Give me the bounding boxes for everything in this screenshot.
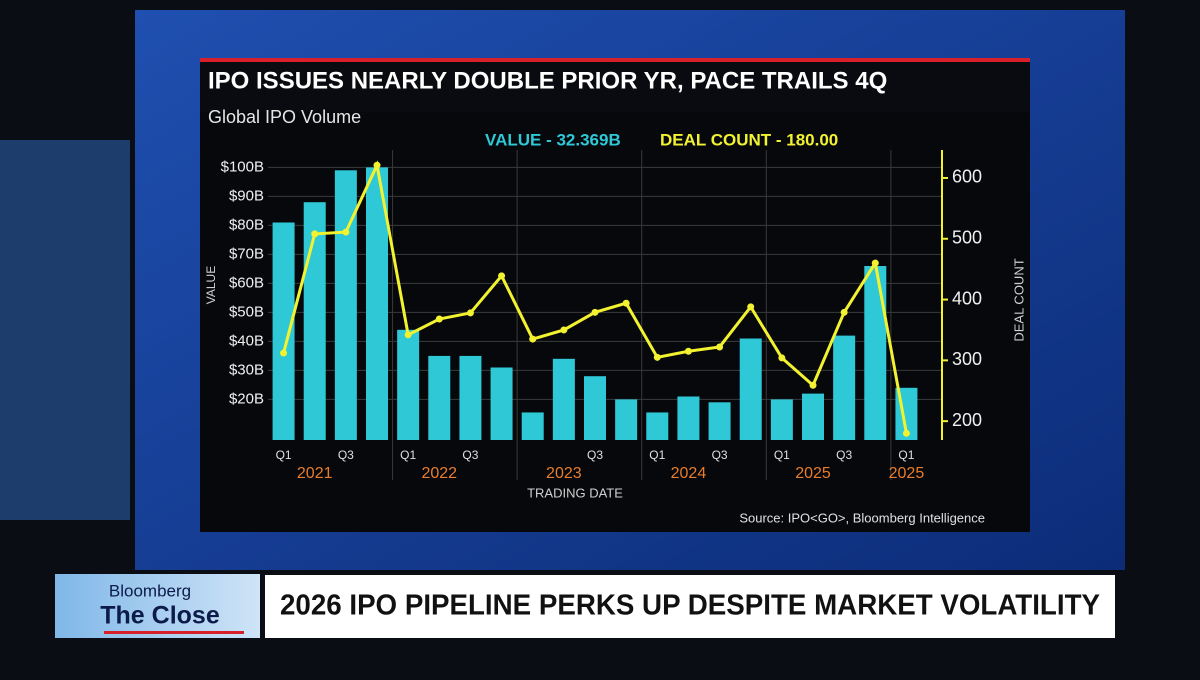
- bar: [459, 355, 482, 440]
- deal-count-point: [311, 230, 319, 238]
- year-label: 2021: [297, 465, 333, 482]
- deal-count-point: [778, 354, 786, 362]
- logo-accent: [104, 631, 244, 634]
- x-axis-label: TRADING DATE: [527, 485, 623, 500]
- y2-tick-label: 400: [952, 288, 982, 308]
- deal-count-point: [716, 343, 724, 351]
- bar: [646, 412, 669, 440]
- plot: $20B $30B $40B $50B $60B $70B $80B $90B $100B 200…: [221, 130, 982, 482]
- deal-count-point: [809, 381, 817, 389]
- deal-count-point: [591, 308, 599, 316]
- deal-count-point: [529, 335, 537, 343]
- x-tick-label: Q1: [649, 448, 665, 462]
- y-tick-label: $100B: [221, 158, 264, 175]
- bar: [521, 412, 544, 440]
- deal-count-point: [466, 309, 474, 317]
- deal-count-point: [684, 347, 692, 355]
- bar: [802, 393, 824, 440]
- x-tick-label: Q3: [462, 448, 478, 462]
- y-tick-label: $40B: [229, 332, 264, 349]
- x-tick-label: Q3: [836, 448, 852, 462]
- deal-count-point: [653, 353, 661, 361]
- bar: [739, 338, 762, 440]
- bar: [552, 358, 575, 440]
- chart-subtitle: Global IPO Volume: [208, 107, 361, 127]
- y-tick-label: $30B: [229, 361, 264, 378]
- y2-axis-label: DEAL COUNT: [1011, 258, 1026, 341]
- deal-count-point: [342, 228, 350, 236]
- y-axis-label: VALUE: [204, 266, 218, 304]
- legend-entry: VALUE - 32.369B: [485, 130, 621, 149]
- bar: [677, 396, 700, 440]
- x-tick-label: Q3: [587, 448, 603, 462]
- bar: [334, 170, 357, 441]
- bar: [708, 402, 731, 440]
- deal-count-point: [840, 308, 848, 316]
- deal-count-point: [560, 326, 568, 334]
- x-tick-label: Q1: [276, 448, 292, 462]
- year-label: 2023: [546, 465, 582, 482]
- deal-count-point: [404, 331, 412, 339]
- year-label: 2025: [795, 465, 831, 482]
- y2-tick-label: 200: [952, 410, 982, 430]
- brand: Bloomberg: [109, 581, 191, 600]
- year-label: 2022: [421, 465, 457, 482]
- show-logo: [55, 574, 260, 638]
- bar: [366, 167, 388, 440]
- bar: [428, 355, 451, 440]
- year-label: 2025: [889, 465, 925, 482]
- deal-count-point: [280, 349, 288, 357]
- y2-tick-label: 500: [952, 228, 982, 248]
- y-tick-label: $20B: [229, 390, 264, 407]
- bar: [864, 266, 887, 440]
- year-label: 2024: [671, 465, 707, 482]
- x-tick-label: Q3: [712, 448, 728, 462]
- deal-count-point: [435, 315, 443, 323]
- chart-title: IPO ISSUES NEARLY DOUBLE PRIOR YR, PACE …: [208, 67, 887, 94]
- x-tick-label: Q3: [338, 448, 354, 462]
- bar: [397, 329, 420, 440]
- side-screen: [0, 140, 130, 520]
- deal-count-point: [622, 299, 630, 307]
- title-accent: [200, 58, 1030, 62]
- legend-entry: DEAL COUNT - 180.00: [660, 130, 838, 149]
- source: Source: IPO<GO>, Bloomberg Intelligence: [739, 510, 985, 525]
- x-tick-label: Q1: [400, 448, 416, 462]
- y-tick-label: $90B: [229, 187, 264, 204]
- y-tick-label: $60B: [229, 274, 264, 291]
- y-tick-label: $80B: [229, 216, 264, 233]
- bar: [272, 222, 295, 440]
- deal-count-point: [373, 161, 381, 169]
- bar: [303, 202, 326, 440]
- deal-count-point: [871, 259, 879, 267]
- lower-third: [265, 575, 1115, 638]
- title-bar: [200, 60, 1030, 112]
- show-name: The Close: [100, 602, 220, 630]
- headline: 2026 IPO PIPELINE PERKS UP DESPITE MARKE…: [280, 590, 1100, 622]
- bar: [833, 335, 856, 440]
- deal-count-point: [498, 272, 506, 280]
- bar: [615, 399, 638, 440]
- x-tick-label: Q1: [898, 448, 914, 462]
- bar: [584, 376, 606, 440]
- bar: [770, 399, 793, 440]
- y-tick-label: $50B: [229, 303, 264, 320]
- x-tick-label: Q1: [774, 448, 790, 462]
- y-tick-label: $70B: [229, 245, 264, 262]
- deal-count-point: [902, 429, 910, 437]
- y2-tick-label: 300: [952, 349, 982, 369]
- bar: [490, 367, 513, 440]
- deal-count-point: [747, 303, 755, 311]
- y2-tick-label: 600: [952, 167, 982, 187]
